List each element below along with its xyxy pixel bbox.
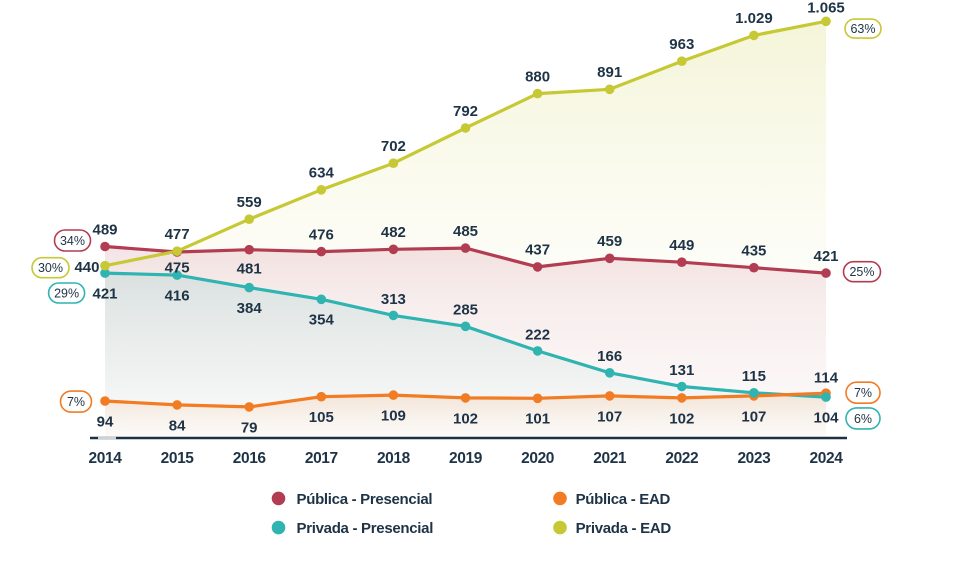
svg-text:Pública - Presencial: Pública - Presencial: [297, 491, 433, 508]
svg-text:475: 475: [165, 260, 190, 277]
svg-text:114: 114: [814, 370, 839, 387]
svg-text:2021: 2021: [593, 450, 627, 467]
svg-text:115: 115: [742, 368, 766, 385]
svg-text:313: 313: [381, 291, 406, 308]
svg-text:435: 435: [741, 243, 766, 260]
svg-text:2018: 2018: [377, 450, 411, 467]
svg-text:702: 702: [381, 138, 406, 155]
svg-text:131: 131: [669, 362, 694, 379]
svg-text:891: 891: [597, 64, 622, 81]
svg-text:2020: 2020: [521, 450, 554, 467]
svg-text:792: 792: [453, 103, 478, 120]
svg-text:2022: 2022: [665, 450, 698, 467]
svg-text:485: 485: [453, 223, 478, 240]
svg-text:482: 482: [381, 224, 406, 241]
svg-text:Privada - EAD: Privada - EAD: [576, 520, 672, 537]
svg-text:421: 421: [92, 286, 117, 303]
svg-text:25%: 25%: [849, 265, 874, 279]
svg-text:634: 634: [309, 165, 335, 182]
svg-text:79: 79: [241, 419, 258, 436]
svg-text:459: 459: [597, 233, 622, 250]
svg-text:222: 222: [525, 326, 550, 343]
svg-text:476: 476: [309, 226, 334, 243]
svg-text:421: 421: [813, 248, 838, 265]
svg-text:440: 440: [74, 259, 99, 276]
svg-text:559: 559: [237, 194, 262, 211]
svg-text:354: 354: [309, 312, 335, 329]
svg-text:104: 104: [813, 410, 839, 427]
svg-text:29%: 29%: [54, 287, 79, 301]
svg-text:384: 384: [237, 300, 263, 317]
svg-text:489: 489: [92, 221, 117, 238]
svg-text:109: 109: [381, 408, 406, 425]
svg-text:Privada - Presencial: Privada - Presencial: [297, 520, 434, 537]
svg-text:416: 416: [165, 288, 190, 305]
svg-text:2014: 2014: [89, 450, 123, 467]
svg-text:Pública - EAD: Pública - EAD: [576, 491, 671, 508]
svg-text:1.029: 1.029: [735, 10, 773, 27]
svg-text:2024: 2024: [810, 450, 844, 467]
svg-text:30%: 30%: [38, 261, 63, 275]
svg-text:477: 477: [165, 226, 190, 243]
svg-text:2019: 2019: [449, 450, 483, 467]
svg-text:101: 101: [525, 411, 550, 428]
svg-text:2016: 2016: [233, 450, 267, 467]
svg-text:2017: 2017: [305, 450, 338, 467]
svg-text:449: 449: [669, 237, 694, 254]
svg-text:107: 107: [597, 408, 622, 425]
svg-text:880: 880: [525, 68, 550, 85]
svg-text:481: 481: [237, 261, 262, 278]
svg-text:102: 102: [453, 410, 478, 427]
svg-text:84: 84: [169, 417, 186, 434]
svg-text:166: 166: [597, 348, 622, 365]
svg-text:105: 105: [309, 409, 334, 426]
svg-text:2023: 2023: [737, 450, 771, 467]
svg-text:285: 285: [453, 302, 478, 319]
svg-text:1.065: 1.065: [807, 0, 845, 17]
svg-text:2015: 2015: [161, 450, 195, 467]
svg-text:6%: 6%: [854, 412, 872, 426]
svg-text:963: 963: [669, 36, 694, 53]
svg-text:63%: 63%: [850, 22, 875, 36]
svg-text:437: 437: [525, 242, 550, 259]
svg-text:107: 107: [741, 408, 766, 425]
svg-text:102: 102: [669, 410, 694, 427]
svg-text:7%: 7%: [854, 386, 872, 400]
svg-text:7%: 7%: [67, 395, 85, 409]
svg-text:94: 94: [97, 413, 114, 430]
svg-text:34%: 34%: [60, 234, 85, 248]
